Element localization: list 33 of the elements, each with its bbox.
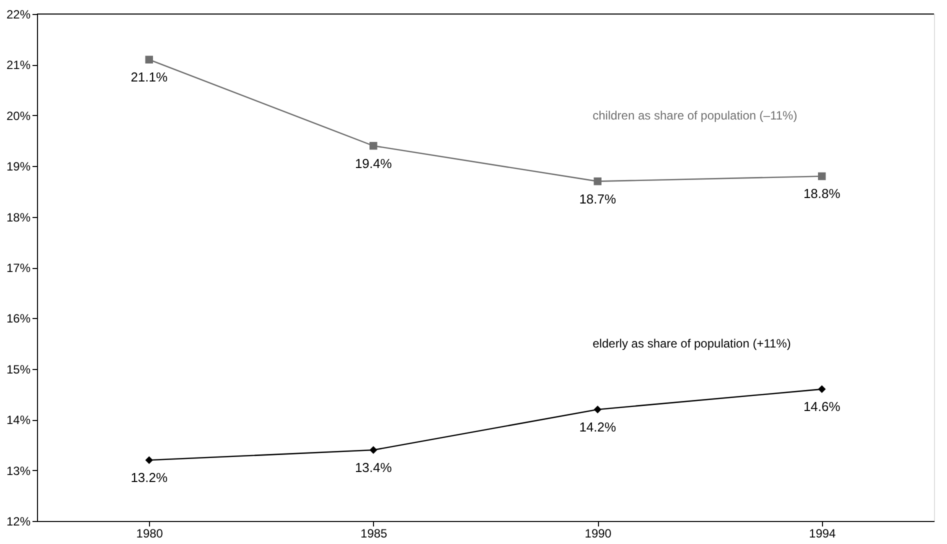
- text: 21.1%: [130, 70, 168, 85]
- y-tick-label: 13%: [6, 464, 31, 478]
- text: 19.4%: [354, 156, 392, 171]
- point: [145, 56, 153, 64]
- x-tick-label: 1994: [809, 526, 836, 540]
- y-tick-label: 18%: [6, 210, 31, 224]
- point: [594, 177, 602, 186]
- point: [145, 456, 153, 464]
- y-tick-label: 15%: [6, 362, 31, 376]
- y-tick-label: 12%: [6, 514, 31, 528]
- y-tick-label: 19%: [6, 160, 31, 174]
- text: elderly as share of population (+11%): [592, 336, 791, 351]
- text: 18.7%: [579, 191, 616, 206]
- text: 14.2%: [579, 419, 616, 434]
- text: 18.8%: [803, 186, 840, 202]
- text: 14.6%: [803, 399, 840, 414]
- point: [370, 446, 378, 454]
- point: [370, 142, 378, 150]
- x-tick-label: 1990: [584, 526, 612, 540]
- y-tick-label: 20%: [6, 108, 31, 123]
- text: 13.4%: [354, 460, 392, 476]
- text: 13.2%: [130, 470, 168, 486]
- y-tick-label: 17%: [6, 261, 31, 275]
- point: [818, 172, 826, 180]
- text: children as share of population (–11%): [592, 108, 798, 122]
- y-tick-label: 16%: [6, 312, 31, 326]
- x-tick-label: 1985: [360, 526, 388, 540]
- y-tick-label: 21%: [6, 58, 31, 72]
- point: [594, 406, 602, 414]
- y-tick-label: 14%: [6, 413, 31, 428]
- y-tick-label: 22%: [6, 8, 31, 22]
- point: [818, 385, 826, 394]
- x-tick-label: 1980: [136, 526, 164, 540]
